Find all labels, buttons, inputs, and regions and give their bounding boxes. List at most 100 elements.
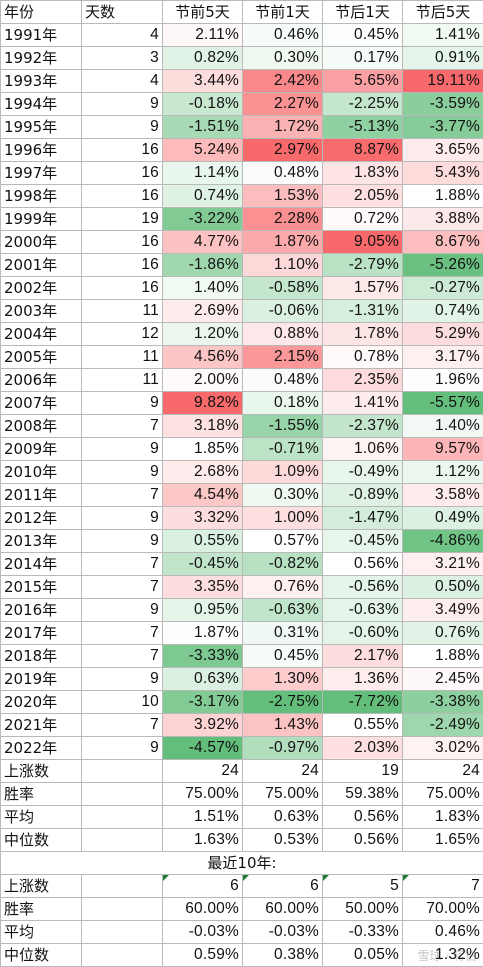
return-cell-after-1d[interactable]: 8.87% — [322, 138, 403, 162]
return-cell-after-5d[interactable]: -4.86% — [402, 529, 483, 553]
return-cell-after-1d[interactable]: -7.72% — [322, 690, 403, 714]
return-cell-before-5d[interactable]: 9.82% — [162, 391, 243, 415]
days-cell[interactable]: 7 — [81, 483, 163, 507]
return-cell-after-1d[interactable]: 1.78% — [322, 322, 403, 346]
return-cell-before-1d[interactable]: 1.43% — [242, 713, 323, 737]
return-cell-after-1d[interactable]: 2.03% — [322, 736, 403, 760]
recent-cell-before-1d[interactable]: 6 — [242, 874, 323, 898]
year-cell[interactable]: 2000年 — [0, 230, 82, 254]
summary-empty-cell[interactable] — [81, 805, 163, 829]
return-cell-after-1d[interactable]: 1.57% — [322, 276, 403, 300]
return-cell-after-1d[interactable]: 0.78% — [322, 345, 403, 369]
return-cell-after-1d[interactable]: -1.31% — [322, 299, 403, 323]
days-cell[interactable]: 7 — [81, 414, 163, 438]
year-cell[interactable]: 2014年 — [0, 552, 82, 576]
recent-cell-after-1d[interactable]: -0.33% — [322, 920, 403, 944]
return-cell-before-5d[interactable]: -0.18% — [162, 92, 243, 116]
return-cell-after-5d[interactable]: -5.57% — [402, 391, 483, 415]
return-cell-after-5d[interactable]: -3.38% — [402, 690, 483, 714]
days-cell[interactable]: 10 — [81, 690, 163, 714]
return-cell-after-1d[interactable]: 5.65% — [322, 69, 403, 93]
return-cell-before-5d[interactable]: -3.17% — [162, 690, 243, 714]
return-cell-after-5d[interactable]: 3.02% — [402, 736, 483, 760]
return-cell-after-5d[interactable]: 19.11% — [402, 69, 483, 93]
days-cell[interactable]: 7 — [81, 552, 163, 576]
return-cell-before-5d[interactable]: 5.24% — [162, 138, 243, 162]
return-cell-after-1d[interactable]: -0.60% — [322, 621, 403, 645]
return-cell-before-5d[interactable]: 1.20% — [162, 322, 243, 346]
days-cell[interactable]: 4 — [81, 23, 163, 47]
return-cell-before-1d[interactable]: 0.46% — [242, 23, 323, 47]
return-cell-after-5d[interactable]: 9.57% — [402, 437, 483, 461]
recent-cell-before-1d[interactable]: -0.03% — [242, 920, 323, 944]
return-cell-after-5d[interactable]: -3.77% — [402, 115, 483, 139]
year-cell[interactable]: 2015年 — [0, 575, 82, 599]
return-cell-after-5d[interactable]: 0.50% — [402, 575, 483, 599]
year-cell[interactable]: 1995年 — [0, 115, 82, 139]
return-cell-after-5d[interactable]: 3.58% — [402, 483, 483, 507]
return-cell-before-5d[interactable]: 1.14% — [162, 161, 243, 185]
year-cell[interactable]: 2017年 — [0, 621, 82, 645]
return-cell-before-1d[interactable]: 0.45% — [242, 644, 323, 668]
return-cell-before-1d[interactable]: 2.28% — [242, 207, 323, 231]
return-cell-after-1d[interactable]: 0.55% — [322, 713, 403, 737]
recent-cell-after-5d[interactable]: 7 — [402, 874, 483, 898]
days-cell[interactable]: 16 — [81, 161, 163, 185]
return-cell-before-1d[interactable]: -0.97% — [242, 736, 323, 760]
return-cell-after-1d[interactable]: -2.37% — [322, 414, 403, 438]
return-cell-before-5d[interactable]: 3.44% — [162, 69, 243, 93]
year-cell[interactable]: 1994年 — [0, 92, 82, 116]
recent-label[interactable]: 中位数 — [0, 943, 82, 967]
days-cell[interactable]: 9 — [81, 529, 163, 553]
year-cell[interactable]: 1991年 — [0, 23, 82, 47]
return-cell-before-5d[interactable]: 2.68% — [162, 460, 243, 484]
year-cell[interactable]: 2001年 — [0, 253, 82, 277]
summary-cell-after-1d[interactable]: 19 — [322, 759, 403, 783]
return-cell-before-5d[interactable]: 1.87% — [162, 621, 243, 645]
year-cell[interactable]: 2018年 — [0, 644, 82, 668]
return-cell-after-5d[interactable]: -5.26% — [402, 253, 483, 277]
return-cell-after-1d[interactable]: 0.45% — [322, 23, 403, 47]
return-cell-after-5d[interactable]: -3.59% — [402, 92, 483, 116]
return-cell-before-5d[interactable]: 3.35% — [162, 575, 243, 599]
return-cell-before-1d[interactable]: 0.30% — [242, 483, 323, 507]
recent-label[interactable]: 平均 — [0, 920, 82, 944]
header-after-1d[interactable]: 节后1天 — [322, 0, 403, 24]
days-cell[interactable]: 19 — [81, 207, 163, 231]
return-cell-before-1d[interactable]: -0.82% — [242, 552, 323, 576]
recent-cell-after-1d[interactable]: 50.00% — [322, 897, 403, 921]
return-cell-after-1d[interactable]: -1.47% — [322, 506, 403, 530]
return-cell-after-1d[interactable]: -0.49% — [322, 460, 403, 484]
year-cell[interactable]: 1992年 — [0, 46, 82, 70]
year-cell[interactable]: 1993年 — [0, 69, 82, 93]
return-cell-after-1d[interactable]: 1.36% — [322, 667, 403, 691]
return-cell-after-1d[interactable]: 1.41% — [322, 391, 403, 415]
year-cell[interactable]: 2004年 — [0, 322, 82, 346]
recent-cell-before-1d[interactable]: 60.00% — [242, 897, 323, 921]
days-cell[interactable]: 9 — [81, 115, 163, 139]
recent-label[interactable]: 上涨数 — [0, 874, 82, 898]
year-cell[interactable]: 2008年 — [0, 414, 82, 438]
year-cell[interactable]: 2021年 — [0, 713, 82, 737]
year-cell[interactable]: 2020年 — [0, 690, 82, 714]
recent-empty-cell[interactable] — [81, 897, 163, 921]
return-cell-before-5d[interactable]: 3.18% — [162, 414, 243, 438]
days-cell[interactable]: 11 — [81, 345, 163, 369]
return-cell-before-1d[interactable]: -1.55% — [242, 414, 323, 438]
recent-empty-cell[interactable] — [81, 874, 163, 898]
header-year[interactable]: 年份 — [0, 0, 82, 24]
return-cell-after-1d[interactable]: -2.79% — [322, 253, 403, 277]
return-cell-before-5d[interactable]: 2.00% — [162, 368, 243, 392]
days-cell[interactable]: 9 — [81, 598, 163, 622]
return-cell-after-5d[interactable]: 1.88% — [402, 644, 483, 668]
return-cell-before-1d[interactable]: -0.06% — [242, 299, 323, 323]
summary-cell-before-1d[interactable]: 0.53% — [242, 828, 323, 852]
return-cell-before-5d[interactable]: 2.11% — [162, 23, 243, 47]
header-before-1d[interactable]: 节前1天 — [242, 0, 323, 24]
return-cell-before-1d[interactable]: 0.57% — [242, 529, 323, 553]
return-cell-after-5d[interactable]: 3.65% — [402, 138, 483, 162]
year-cell[interactable]: 2012年 — [0, 506, 82, 530]
recent-cell-before-5d[interactable]: 60.00% — [162, 897, 243, 921]
return-cell-before-5d[interactable]: 0.74% — [162, 184, 243, 208]
return-cell-after-1d[interactable]: -0.45% — [322, 529, 403, 553]
